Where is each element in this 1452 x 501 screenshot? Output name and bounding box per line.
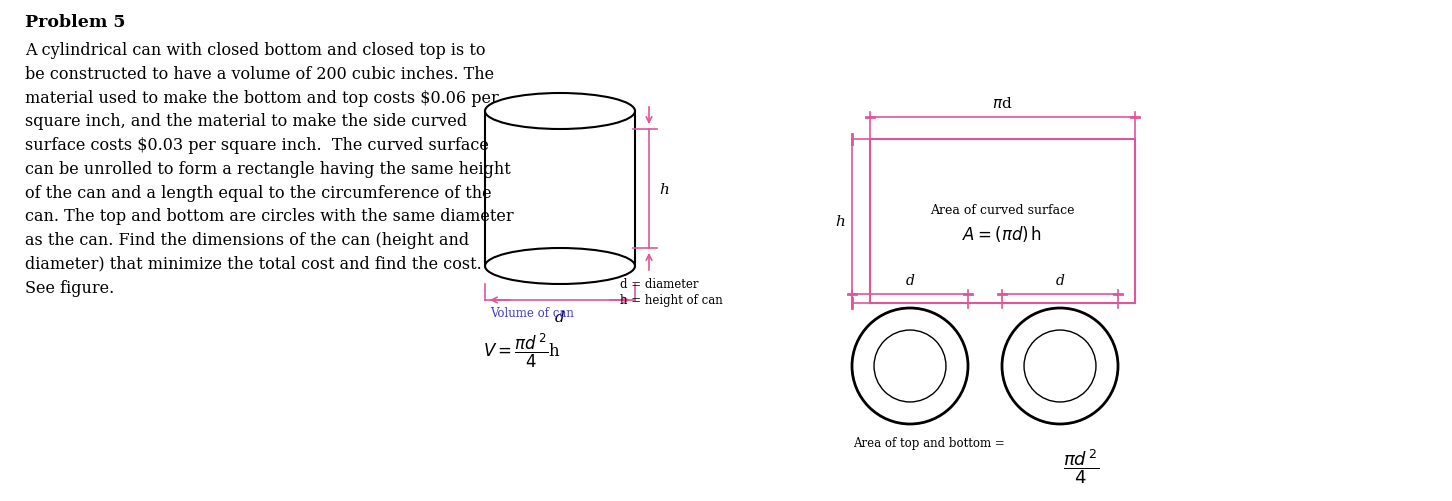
Text: h: h [659, 182, 669, 196]
Text: d = diameter: d = diameter [620, 278, 698, 291]
Text: $\dfrac{\pi d^{\,2}}{4}$: $\dfrac{\pi d^{\,2}}{4}$ [1063, 446, 1099, 485]
Text: d: d [555, 311, 565, 324]
Bar [485, 112, 635, 267]
Text: d: d [1056, 274, 1064, 288]
Text: A cylindrical can with closed bottom and closed top is to
be constructed to have: A cylindrical can with closed bottom and… [25, 42, 514, 296]
Text: $V = \dfrac{\pi d^{\,2}}{4}$h: $V = \dfrac{\pi d^{\,2}}{4}$h [484, 331, 560, 370]
Ellipse shape [485, 248, 635, 285]
Text: Problem 5: Problem 5 [25, 14, 125, 31]
Text: Area of curved surface: Area of curved surface [931, 203, 1074, 216]
Text: Volume of can: Volume of can [489, 307, 574, 319]
Text: h: h [835, 214, 845, 228]
Circle shape [874, 330, 945, 402]
Text: $\pi$d: $\pi$d [992, 96, 1012, 111]
Text: h = height of can: h = height of can [620, 294, 723, 307]
Bar [870, 140, 1135, 304]
Text: Area of top and bottom =: Area of top and bottom = [852, 436, 1005, 449]
Ellipse shape [485, 94, 635, 130]
Text: $A = (\pi d)\,\mathrm{h}$: $A = (\pi d)\,\mathrm{h}$ [963, 223, 1043, 243]
Circle shape [1024, 330, 1096, 402]
Text: d: d [906, 274, 915, 288]
Circle shape [852, 309, 968, 424]
Circle shape [1002, 309, 1118, 424]
